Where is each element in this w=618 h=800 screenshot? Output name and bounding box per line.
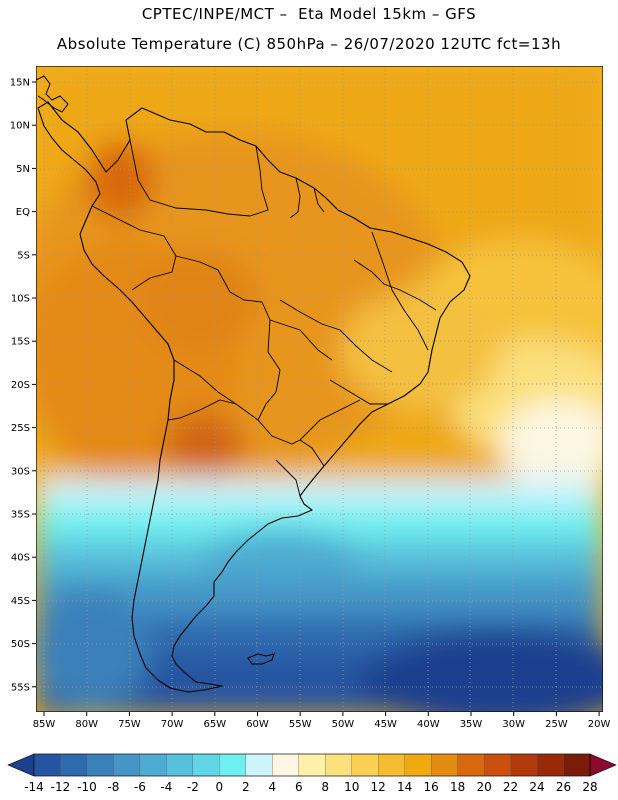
colorbar-box: [245, 753, 273, 777]
lon-label: 40W: [417, 719, 440, 730]
colorbar-tick-label: -2: [187, 780, 199, 794]
country-borders: [91, 139, 437, 497]
lon-label: 25W: [545, 719, 568, 730]
lon-label: 50W: [332, 719, 355, 730]
colorbar-tick-label: 22: [503, 780, 518, 794]
colorbar-box: [351, 753, 379, 777]
lon-label: 70W: [161, 719, 184, 730]
colorbar-box: [378, 753, 405, 777]
colorbar-tick-label: 12: [371, 780, 386, 794]
colorbar-box: [86, 753, 114, 777]
map-title-line-2: Absolute Temperature (C) 850hPa – 26/07/…: [56, 35, 562, 53]
lat-label: 15N: [10, 78, 30, 89]
lat-label: EQ: [16, 207, 30, 218]
lat-label: 45S: [11, 596, 30, 607]
colorbar-tick-label: -8: [107, 780, 119, 794]
lat-label: 35S: [11, 510, 30, 521]
colorbar-tick-label: -4: [160, 780, 172, 794]
colorbar-tick-label: 10: [344, 780, 359, 794]
colorbar-tick-label: 4: [268, 780, 276, 794]
lon-label: 85W: [33, 719, 56, 730]
lat-label: 25S: [11, 423, 30, 434]
colorbar-tick-label: 6: [295, 780, 303, 794]
colorbar-box: [60, 753, 88, 777]
map-title-line-1: CPTEC/INPE/MCT – Eta Model 15km – GFS: [141, 5, 477, 23]
colorbar-tick-label: 20: [476, 780, 491, 794]
lat-lon-grid: [36, 66, 603, 712]
colorbar-tick-label: -14: [24, 780, 44, 794]
colorbar-tick-label: -10: [77, 780, 97, 794]
lon-label: 20W: [588, 719, 611, 730]
lon-label: 75W: [118, 719, 141, 730]
lat-label: 20S: [11, 380, 30, 391]
lat-label: 15S: [11, 337, 30, 348]
lon-label: 35W: [460, 719, 483, 730]
lat-label: 5N: [16, 164, 30, 175]
central-america-outline: [36, 75, 69, 113]
colorbar-tick-label: -12: [51, 780, 71, 794]
falklands-outline: [247, 653, 275, 665]
colorbar-box: [219, 753, 246, 777]
colorbar-tick-label: 2: [242, 780, 250, 794]
colorbar: -14 -12 -10 -8 -6 -4 -2 0 2 4 6 8 10 12 14 16 18 20 22 24 26…: [7, 753, 617, 794]
colorbar-tick-label: -6: [134, 780, 146, 794]
colorbar-tick-label: 0: [216, 780, 224, 794]
colorbar-box: [536, 753, 564, 777]
lat-label: 10N: [10, 121, 30, 132]
colorbar-tick-label: 18: [450, 780, 465, 794]
south-america-outline: [37, 101, 471, 693]
colorbar-box: [430, 753, 458, 777]
colorbar-tick-label: 26: [556, 780, 571, 794]
lon-label: 45W: [374, 719, 397, 730]
colorbar-tick-label: 28: [582, 780, 597, 794]
longitude-axis: 85W 80W 75W 70W 65W 60W 55W 50W 45W 40W 35W 30W 25W 2…: [33, 712, 611, 730]
colorbar-frame: [33, 753, 591, 777]
colorbar-box: [298, 753, 326, 777]
lat-label: 40S: [11, 553, 30, 564]
lon-label: 65W: [203, 719, 226, 730]
colorbar-tick-label: 8: [321, 780, 329, 794]
colorbar-box: [166, 753, 194, 777]
colorbar-box: [113, 753, 141, 777]
colorbar-box: [404, 753, 432, 777]
lat-label: 10S: [11, 294, 30, 305]
colorbar-box: [139, 753, 167, 777]
lat-label: 55S: [11, 682, 30, 693]
lon-label: 60W: [246, 719, 269, 730]
colorbar-tick-label: 24: [529, 780, 544, 794]
colorbar-tick-label: 14: [397, 780, 412, 794]
colorbar-box: [33, 753, 61, 777]
colorbar-tick-label: 16: [424, 780, 439, 794]
colorbar-box: [192, 753, 220, 777]
latitude-axis: 15N 10N 5N EQ 5S 10S 15S 20S 25S 30S 35S 40S 45S 50S 5…: [10, 78, 36, 693]
temperature-field: [36, 66, 603, 712]
colorbar-min-arrow: [7, 753, 35, 777]
lat-label: 50S: [11, 639, 30, 650]
lat-label: 30S: [11, 466, 30, 477]
lon-label: 55W: [289, 719, 312, 730]
colorbar-box: [510, 753, 538, 777]
colorbar-box: [483, 753, 511, 777]
colorbar-max-arrow: [589, 753, 617, 777]
lat-label: 5S: [17, 250, 30, 261]
colorbar-box: [272, 753, 299, 777]
colorbar-box: [325, 753, 352, 777]
lon-label: 30W: [502, 719, 525, 730]
lon-label: 80W: [75, 719, 98, 730]
colorbar-box: [457, 753, 485, 777]
colorbar-box: [563, 753, 591, 777]
